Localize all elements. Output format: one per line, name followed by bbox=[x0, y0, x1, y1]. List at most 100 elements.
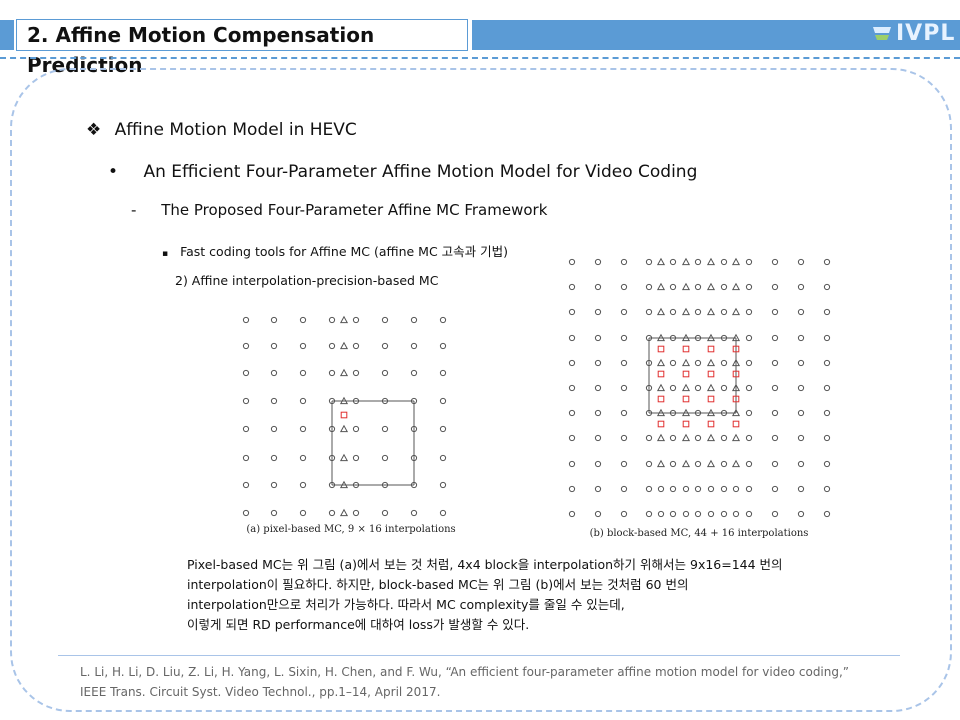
grid-circle bbox=[797, 258, 805, 266]
grid-circle bbox=[328, 316, 336, 324]
grid-triangle bbox=[656, 433, 666, 442]
grid-circle bbox=[381, 509, 389, 517]
grid-circle bbox=[439, 425, 447, 433]
grid-circle bbox=[720, 308, 728, 316]
grid-circle bbox=[732, 510, 740, 518]
grid-circle bbox=[439, 397, 447, 405]
grid-triangle bbox=[681, 257, 691, 266]
interp-square bbox=[657, 345, 665, 353]
grid-circle bbox=[745, 510, 753, 518]
grid-circle bbox=[620, 359, 628, 367]
figure-b-block-based-mc: (b) block-based MC, 44 + 16 interpolatio… bbox=[568, 257, 831, 539]
grid-circle bbox=[669, 308, 677, 316]
grid-circle bbox=[797, 460, 805, 468]
grid-circle bbox=[439, 369, 447, 377]
grid-circle bbox=[381, 425, 389, 433]
square-bullet-icon: ▪ bbox=[162, 249, 169, 259]
grid-circle bbox=[771, 409, 779, 417]
interp-square bbox=[707, 345, 715, 353]
grid-circle bbox=[594, 384, 602, 392]
paragraph-line: Pixel-based MC는 위 그림 (a)에서 보는 것 처럼, 4x4 … bbox=[187, 557, 783, 572]
grid-circle bbox=[242, 425, 250, 433]
grid-circle bbox=[745, 283, 753, 291]
bullet-level-1: ❖ Affine Motion Model in HEVC bbox=[86, 120, 357, 140]
interp-square bbox=[732, 370, 740, 378]
grid-circle bbox=[720, 258, 728, 266]
grid-triangle bbox=[706, 307, 716, 316]
grid-circle bbox=[352, 342, 360, 350]
interp-square bbox=[682, 370, 690, 378]
grid-circle bbox=[242, 454, 250, 462]
grid-circle bbox=[299, 454, 307, 462]
grid-circle bbox=[299, 481, 307, 489]
grid-circle bbox=[745, 334, 753, 342]
grid-circle bbox=[657, 510, 665, 518]
sub-heading: 2) Affine interpolation-precision-based … bbox=[175, 273, 439, 288]
grid-circle bbox=[568, 510, 576, 518]
grid-circle bbox=[771, 258, 779, 266]
grid-triangle bbox=[731, 307, 741, 316]
bullet-level-2-text: An Efficient Four-Parameter Affine Motio… bbox=[143, 162, 698, 182]
grid-triangle bbox=[339, 453, 349, 462]
grid-circle bbox=[352, 316, 360, 324]
grid-circle bbox=[771, 460, 779, 468]
interp-square bbox=[657, 370, 665, 378]
grid-circle bbox=[594, 460, 602, 468]
grid-circle bbox=[270, 342, 278, 350]
grid-circle bbox=[732, 485, 740, 493]
grid-triangle bbox=[339, 508, 349, 517]
grid-circle bbox=[242, 509, 250, 517]
grid-triangle bbox=[656, 383, 666, 392]
paragraph-line: interpolation이 필요하다. 하지만, block-based MC… bbox=[187, 577, 689, 592]
reference-line: L. Li, H. Li, D. Liu, Z. Li, H. Yang, L.… bbox=[80, 665, 850, 679]
interp-square bbox=[682, 395, 690, 403]
interp-square bbox=[707, 420, 715, 428]
grid-circle bbox=[645, 485, 653, 493]
grid-circle bbox=[568, 485, 576, 493]
grid-circle bbox=[669, 434, 677, 442]
reference-divider bbox=[58, 655, 900, 656]
grid-circle bbox=[620, 460, 628, 468]
grid-circle bbox=[720, 359, 728, 367]
grid-circle bbox=[669, 258, 677, 266]
grid-circle bbox=[410, 509, 418, 517]
grid-circle bbox=[568, 283, 576, 291]
grid-triangle bbox=[656, 307, 666, 316]
grid-circle bbox=[669, 359, 677, 367]
grid-triangle bbox=[731, 257, 741, 266]
grid-circle bbox=[594, 485, 602, 493]
grid-circle bbox=[745, 485, 753, 493]
grid-circle bbox=[270, 509, 278, 517]
grid-circle bbox=[328, 509, 336, 517]
grid-circle bbox=[720, 434, 728, 442]
content-frame bbox=[10, 68, 952, 712]
dot-bullet-icon: • bbox=[108, 162, 119, 182]
reference-line: IEEE Trans. Circuit Syst. Video Technol.… bbox=[80, 685, 441, 699]
grid-circle bbox=[242, 316, 250, 324]
grid-circle bbox=[771, 510, 779, 518]
grid-circle bbox=[352, 454, 360, 462]
grid-circle bbox=[410, 316, 418, 324]
grid-circle bbox=[823, 434, 831, 442]
grid-circle bbox=[594, 510, 602, 518]
header-divider bbox=[0, 57, 960, 59]
grid-circle bbox=[707, 485, 715, 493]
grid-circle bbox=[720, 510, 728, 518]
grid-circle bbox=[823, 409, 831, 417]
grid-circle bbox=[594, 334, 602, 342]
figure-b-caption: (b) block-based MC, 44 + 16 interpolatio… bbox=[590, 528, 809, 539]
grid-circle bbox=[745, 258, 753, 266]
grid-circle bbox=[568, 384, 576, 392]
grid-circle bbox=[352, 509, 360, 517]
grid-circle bbox=[299, 369, 307, 377]
grid-circle bbox=[797, 308, 805, 316]
grid-circle bbox=[797, 510, 805, 518]
grid-triangle bbox=[656, 257, 666, 266]
grid-circle bbox=[720, 485, 728, 493]
grid-circle bbox=[823, 308, 831, 316]
grid-circle bbox=[645, 283, 653, 291]
grid-circle bbox=[568, 334, 576, 342]
grid-circle bbox=[694, 510, 702, 518]
grid-triangle bbox=[731, 282, 741, 291]
grid-circle bbox=[620, 308, 628, 316]
